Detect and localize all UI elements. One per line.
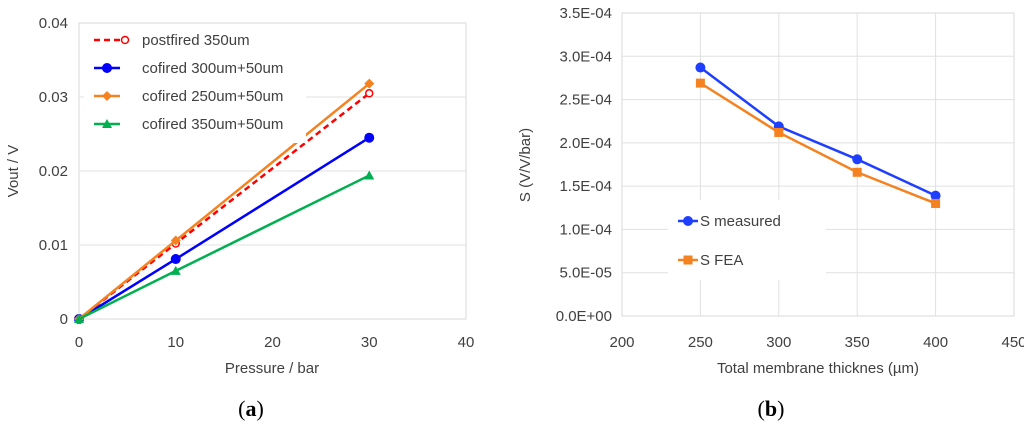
chart-a-series-4 (74, 170, 375, 323)
chart-b-data-point (930, 190, 941, 201)
chart-b-y-tick-label: 2.5E-04 (559, 92, 612, 109)
chart-a-data-point (170, 254, 181, 265)
chart-b-data-point (931, 198, 941, 208)
chart-a-x-tick-label: 0 (75, 334, 83, 351)
chart-b-x-label: Total membrane thicknes (µm) (717, 360, 919, 377)
chart-b-data-point (852, 167, 862, 177)
chart-a-legend-item: cofired 350um+50um (94, 116, 283, 133)
chart-b-y-ticks: 0.0E+00 5.0E-05 1.0E-04 1.5E-04 2.0E-04 2.5E-… (556, 5, 612, 325)
chart-b-legend-label: S FEA (700, 252, 743, 269)
chart-b-legend: S measured S FEA (668, 200, 826, 280)
chart-b-legend-marker (683, 216, 693, 226)
chart-b-legend-box (668, 200, 826, 280)
chart-b-x-ticks: 200 250 300 350 400 450 (609, 334, 1024, 351)
chart-a-legend: postfired 350um cofired 300um+50um cofired… (84, 27, 306, 143)
chart-a-legend-item: cofired 300um+50um (94, 60, 283, 77)
chart-b-y-tick-label: 0.0E+00 (556, 308, 612, 325)
chart-a-legend-marker (102, 63, 112, 73)
chart-a-x-label: Pressure / bar (225, 360, 319, 377)
chart-a: 0 0.01 0.02 0.03 0.04 0 10 20 30 40 Pressure / b… (5, 15, 474, 421)
chart-a-data-point (170, 265, 181, 275)
chart-b-x-tick-label: 350 (845, 334, 870, 351)
chart-a-data-point (364, 132, 375, 143)
chart-b-caption: (b) (758, 396, 785, 421)
chart-a-y-tick-label: 0 (60, 311, 68, 328)
chart-b-legend-label: S measured (700, 213, 781, 230)
chart-b-x-tick-label: 400 (923, 334, 948, 351)
chart-b-series-2 (695, 78, 941, 208)
chart-b-legend-marker (683, 255, 693, 265)
chart-a-legend-item: cofired 250um+50um (94, 88, 283, 105)
chart-b-x-tick-label: 450 (1001, 334, 1024, 351)
chart-b-series-line (699, 66, 937, 197)
chart-b-series (695, 62, 941, 208)
chart-a-legend-marker (102, 119, 112, 128)
chart-b-legend-item: S FEA (678, 252, 743, 269)
chart-b-data-point (852, 154, 863, 165)
chart-a-caption: (a) (238, 396, 264, 421)
chart-b-y-label: S (V/V/bar) (517, 128, 534, 202)
chart-a-data-point (365, 89, 374, 98)
chart-b-y-tick-label: 1.5E-04 (559, 178, 612, 195)
chart-a-x-ticks: 0 10 20 30 40 (75, 334, 475, 351)
chart-a-data-point (74, 314, 84, 323)
chart-a-y-tick-label: 0.01 (39, 237, 68, 254)
chart-b-legend-item: S measured (678, 213, 781, 230)
chart-b-x-tick-label: 250 (688, 334, 713, 351)
chart-a-series (74, 78, 375, 324)
chart-b-y-tick-label: 5.0E-05 (559, 265, 612, 282)
chart-a-data-point (170, 235, 181, 246)
chart-b-x-tick-label: 200 (609, 334, 634, 351)
chart-a-x-tick-label: 20 (264, 334, 281, 351)
chart-b-series-line (699, 82, 937, 205)
chart-a-x-tick-label: 40 (458, 334, 475, 351)
chart-b-data-point (695, 62, 706, 73)
chart-a-y-tick-label: 0.03 (39, 89, 68, 106)
chart-b-y-tick-label: 1.0E-04 (559, 221, 612, 238)
chart-a-x-tick-label: 30 (361, 334, 378, 351)
chart-a-legend-label: postfired 350um (142, 32, 250, 49)
chart-a-legend-label: cofired 250um+50um (142, 88, 283, 105)
chart-b-y-tick-label: 3.0E-04 (559, 48, 612, 65)
chart-b: 0.0E+00 5.0E-05 1.0E-04 1.5E-04 2.0E-04 2.5E-… (517, 5, 1024, 421)
chart-a-legend-marker (120, 35, 130, 45)
chart-a-legend-item: postfired 350um (94, 32, 250, 49)
chart-a-x-tick-label: 10 (167, 334, 184, 351)
chart-a-y-tick-label: 0.04 (39, 15, 68, 32)
chart-b-y-tick-label: 3.5E-04 (559, 5, 612, 22)
chart-a-legend-marker (102, 91, 112, 101)
chart-a-data-point (364, 170, 375, 180)
chart-a-legend-label: cofired 300um+50um (142, 60, 283, 77)
chart-a-legend-label: cofired 350um+50um (142, 116, 283, 133)
chart-b-x-tick-label: 300 (766, 334, 791, 351)
chart-a-y-label: Vout / V (5, 145, 22, 198)
chart-b-data-point (695, 78, 705, 88)
chart-a-y-ticks: 0 0.01 0.02 0.03 0.04 (39, 15, 68, 328)
chart-a-data-point (364, 78, 375, 89)
chart-a-legend-box (84, 27, 306, 143)
chart-b-data-point (774, 127, 784, 137)
chart-a-y-tick-label: 0.02 (39, 163, 68, 180)
chart-b-y-tick-label: 2.0E-04 (559, 135, 612, 152)
